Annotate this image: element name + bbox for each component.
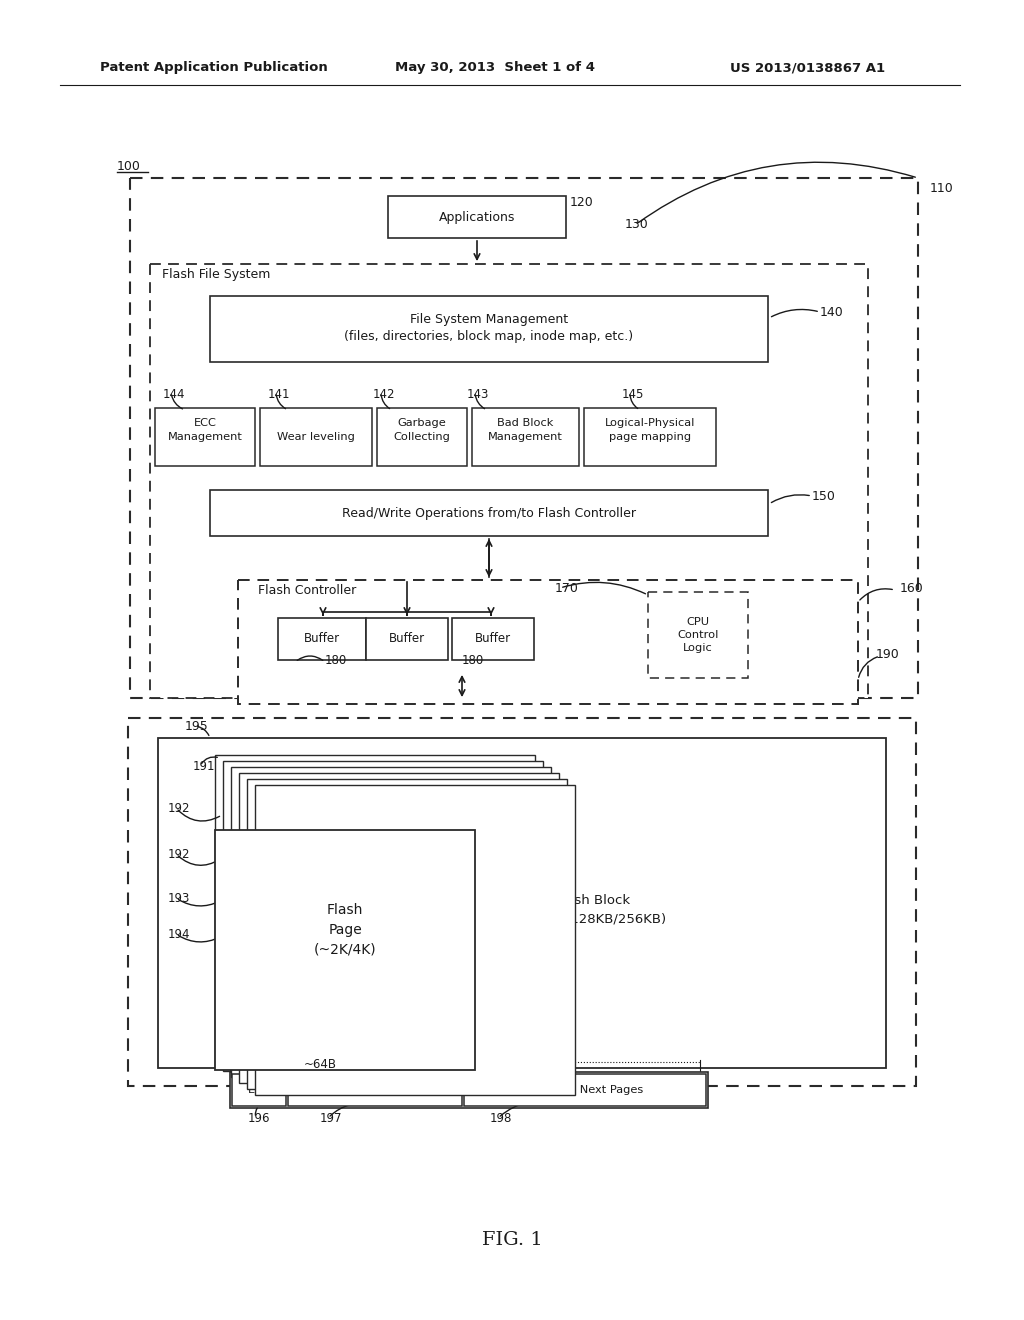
Text: Logical-Physical
page mapping: Logical-Physical page mapping: [605, 418, 695, 442]
Text: Flash
Page
(~2K/4K): Flash Page (~2K/4K): [313, 903, 376, 957]
Bar: [648, 591, 748, 678]
Text: 194: 194: [168, 928, 190, 941]
Text: Wear leveling: Wear leveling: [278, 432, 355, 442]
Text: 170: 170: [555, 582, 579, 595]
Text: 196: 196: [248, 1111, 270, 1125]
Text: Flash File System: Flash File System: [162, 268, 270, 281]
Text: ~64B: ~64B: [303, 1059, 337, 1071]
Text: 150: 150: [812, 490, 836, 503]
Text: 160: 160: [900, 582, 924, 595]
Text: 192: 192: [168, 803, 190, 814]
Bar: [128, 718, 916, 1086]
Bar: [584, 408, 716, 466]
Bar: [452, 618, 534, 660]
Text: Flash Controller: Flash Controller: [258, 583, 356, 597]
Bar: [288, 1074, 462, 1106]
Bar: [278, 618, 366, 660]
Bar: [247, 779, 567, 1089]
Text: (files, directories, block map, inode map, etc.): (files, directories, block map, inode ma…: [344, 330, 634, 343]
Text: 195: 195: [185, 719, 209, 733]
Bar: [215, 830, 475, 1071]
Text: 197: 197: [319, 1111, 342, 1125]
Text: Buffer: Buffer: [304, 632, 340, 645]
Text: 100: 100: [117, 160, 141, 173]
Bar: [130, 178, 918, 698]
Bar: [239, 774, 559, 1082]
Text: FIG. 1: FIG. 1: [481, 1232, 543, 1249]
Text: Read/Write Operations from/to Flash Controller: Read/Write Operations from/to Flash Cont…: [342, 507, 636, 520]
Bar: [150, 264, 868, 698]
Text: 180: 180: [462, 653, 484, 667]
Text: May 30, 2013  Sheet 1 of 4: May 30, 2013 Sheet 1 of 4: [395, 62, 595, 74]
Text: 142: 142: [373, 388, 395, 401]
Text: 144: 144: [163, 388, 185, 401]
Bar: [366, 618, 449, 660]
Text: 120: 120: [570, 195, 594, 209]
Text: 180: 180: [325, 653, 347, 667]
Bar: [210, 490, 768, 536]
Text: CPU
Control
Logic: CPU Control Logic: [677, 616, 719, 653]
Bar: [472, 408, 579, 466]
Text: 110: 110: [930, 182, 953, 195]
Text: Patent Application Publication: Patent Application Publication: [100, 62, 328, 74]
Bar: [260, 408, 372, 466]
Text: 191: 191: [193, 760, 215, 774]
Text: 192: 192: [495, 979, 517, 993]
Text: Buffer: Buffer: [475, 632, 511, 645]
Bar: [377, 408, 467, 466]
Text: Buffer: Buffer: [389, 632, 425, 645]
Text: 190: 190: [876, 648, 900, 661]
Text: ECC: ECC: [248, 1085, 270, 1096]
Text: 141: 141: [268, 388, 291, 401]
Text: US 2013/0138867 A1: US 2013/0138867 A1: [730, 62, 885, 74]
Bar: [210, 296, 768, 362]
Bar: [464, 1074, 706, 1106]
Bar: [388, 195, 566, 238]
Text: 198: 198: [490, 1111, 512, 1125]
Text: Logical Page No.: Logical Page No.: [329, 1085, 422, 1096]
Text: 143: 143: [467, 388, 489, 401]
Bar: [255, 785, 575, 1096]
Text: 192: 192: [168, 847, 190, 861]
Bar: [158, 738, 886, 1068]
Text: 140: 140: [820, 306, 844, 319]
Bar: [231, 767, 551, 1077]
Text: Potential Next Pages: Potential Next Pages: [526, 1085, 644, 1096]
Text: 145: 145: [622, 388, 644, 401]
Text: Applications: Applications: [439, 210, 515, 223]
Text: Flash Block
(~128KB/256KB): Flash Block (~128KB/256KB): [555, 895, 667, 925]
Text: 193: 193: [168, 892, 190, 906]
Text: ECC
Management: ECC Management: [168, 418, 243, 442]
Text: File System Management: File System Management: [410, 313, 568, 326]
Text: 191: 191: [500, 800, 522, 813]
Bar: [223, 762, 543, 1071]
Text: Garbage
Collecting: Garbage Collecting: [393, 418, 451, 442]
Text: 130: 130: [625, 218, 649, 231]
Bar: [238, 579, 858, 704]
Text: Bad Block
Management: Bad Block Management: [487, 418, 562, 442]
Bar: [155, 408, 255, 466]
Bar: [215, 755, 535, 1065]
Bar: [232, 1074, 286, 1106]
Bar: [230, 1072, 708, 1107]
